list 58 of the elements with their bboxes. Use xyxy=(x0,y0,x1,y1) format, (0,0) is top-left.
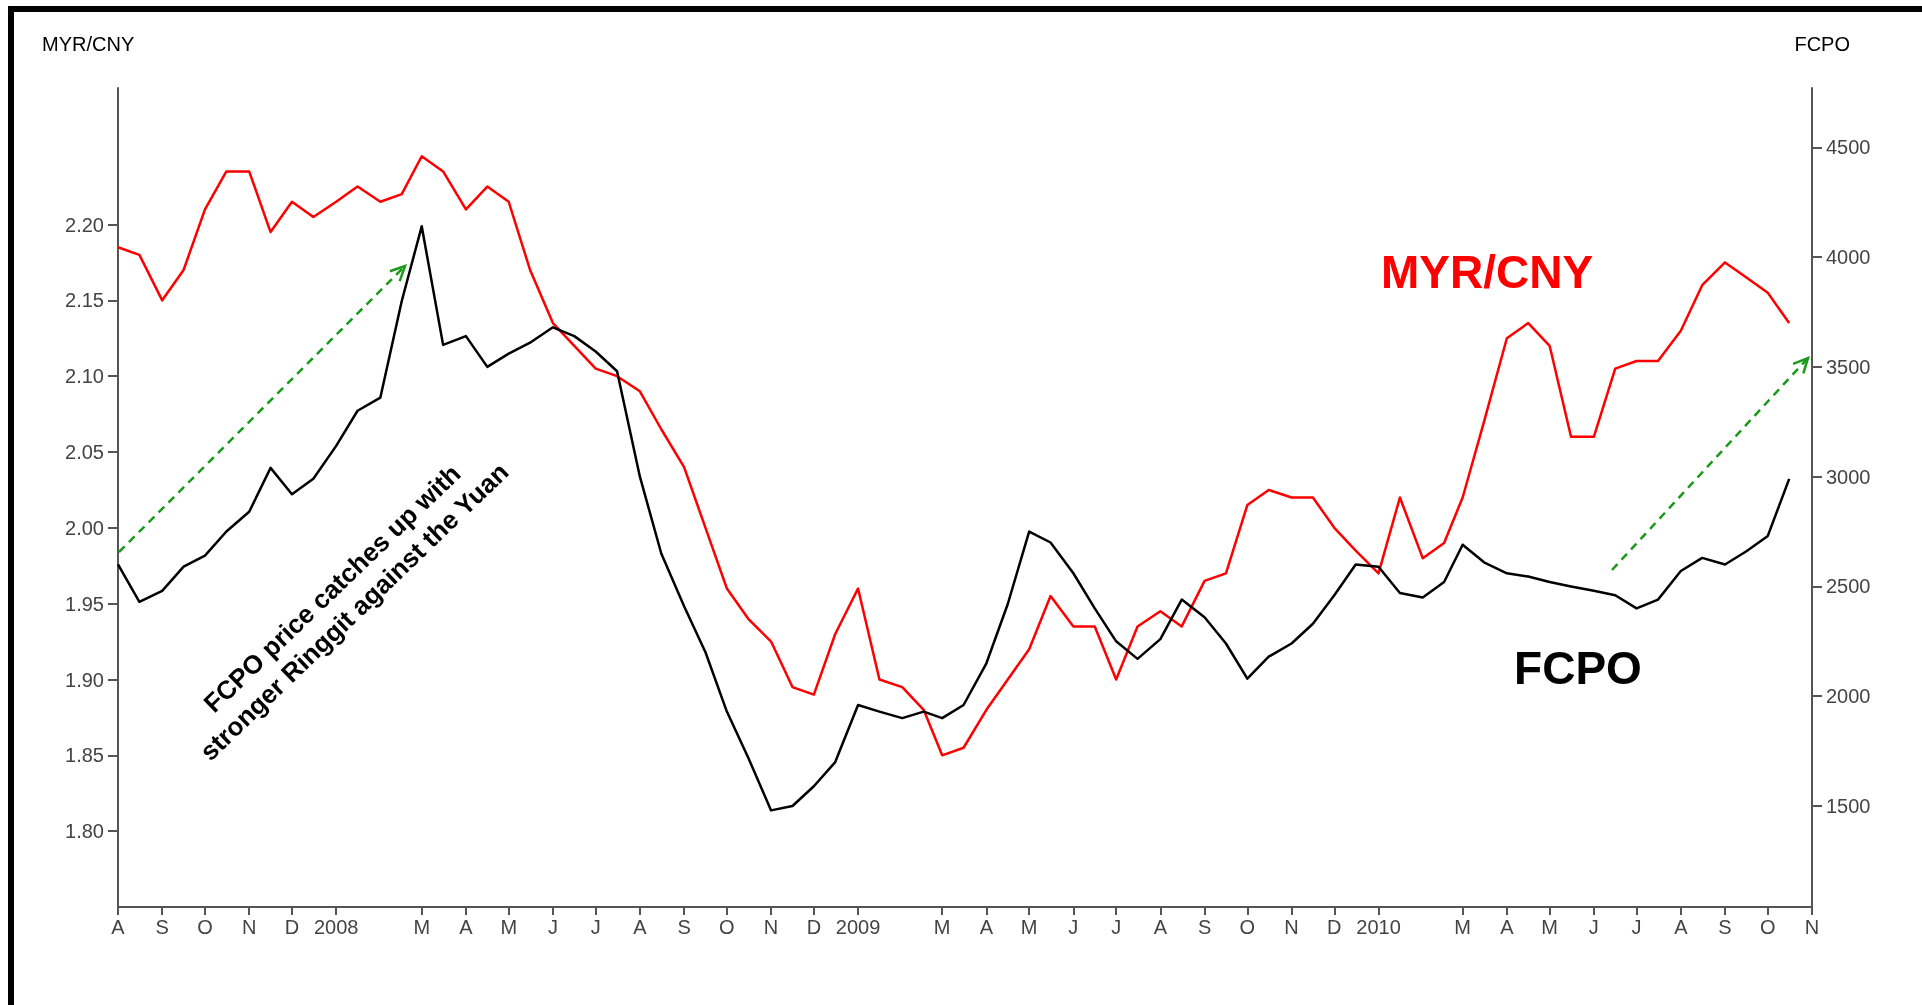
x-tick-label: O xyxy=(719,916,735,938)
x-tick-label: N xyxy=(1284,916,1299,938)
x-tick-label: D xyxy=(284,916,300,938)
x-tick-label: A xyxy=(459,916,474,938)
y-tick-label: 2.00 xyxy=(65,516,104,539)
x-tick-label: J xyxy=(1068,916,1079,938)
y-tick-label: 2.10 xyxy=(65,365,104,388)
y-tick-label: 1.90 xyxy=(65,668,104,691)
x-tick-label: 2009 xyxy=(835,916,881,938)
y-tick-label: 1.85 xyxy=(65,744,104,767)
x-tick-label: M xyxy=(1454,916,1471,938)
y2-tick-label: 2000 xyxy=(1826,685,1871,708)
x-tick-label: J xyxy=(1111,916,1122,938)
x-tick-label: S xyxy=(677,916,691,938)
x-tick-label: O xyxy=(1760,916,1776,938)
x-tick-label: M xyxy=(933,916,951,938)
y-tick-label: 1.80 xyxy=(65,820,104,843)
line-series xyxy=(116,225,1791,812)
x-tick-label: J xyxy=(590,916,601,938)
x-tick-label: N xyxy=(1804,916,1820,938)
x-tick-label: A xyxy=(111,916,126,938)
y-tick-label: 2.20 xyxy=(65,213,104,236)
x-tick-label: J xyxy=(1631,916,1642,938)
x-tick-label: S xyxy=(1718,916,1732,938)
x-tick-label: A xyxy=(1674,916,1689,938)
y2-tick-label: 3000 xyxy=(1826,465,1871,488)
x-tick-label: M xyxy=(500,916,518,938)
y-tick-label: 1.95 xyxy=(65,592,104,615)
series-label: FCPO xyxy=(1514,642,1642,694)
y2-tick-label: 3500 xyxy=(1826,355,1871,378)
x-tick-label: A xyxy=(979,916,994,938)
x-tick-label: N xyxy=(763,916,779,938)
x-tick-label: A xyxy=(1500,916,1515,938)
x-tick-label: M xyxy=(1541,916,1558,938)
x-tick-label: 2008 xyxy=(313,916,359,938)
y2-tick-label: 4000 xyxy=(1826,246,1871,269)
y2-tick-label: 2500 xyxy=(1826,575,1871,598)
x-tick-label: M xyxy=(413,916,431,938)
series-label: MYR/CNY xyxy=(1380,246,1594,298)
x-tick-label: A xyxy=(633,916,648,938)
x-tick-label: O xyxy=(197,916,213,938)
y-tick-label: 2.15 xyxy=(65,289,104,312)
x-tick-label: N xyxy=(241,916,257,938)
x-tick-label: J xyxy=(547,916,558,938)
y2-tick-label: 4500 xyxy=(1826,136,1871,159)
x-tick-label: S xyxy=(155,916,169,938)
y-axis-title: MYR/CNY xyxy=(42,33,135,55)
x-tick-label: A xyxy=(1153,916,1168,938)
x-tick-label: S xyxy=(1197,916,1212,938)
x-tick-label: O xyxy=(1239,916,1256,938)
x-tick-label: J xyxy=(1588,916,1599,938)
x-tick-label: D xyxy=(806,916,822,938)
y-tick-label: 2.05 xyxy=(65,441,104,463)
y2-tick-label: 1500 xyxy=(1826,795,1871,817)
y2-axis-title: FCPO xyxy=(1794,33,1851,55)
x-tick-label: 2010 xyxy=(1356,916,1401,938)
x-tick-label: D xyxy=(1327,916,1342,938)
x-tick-label: M xyxy=(1020,916,1038,938)
